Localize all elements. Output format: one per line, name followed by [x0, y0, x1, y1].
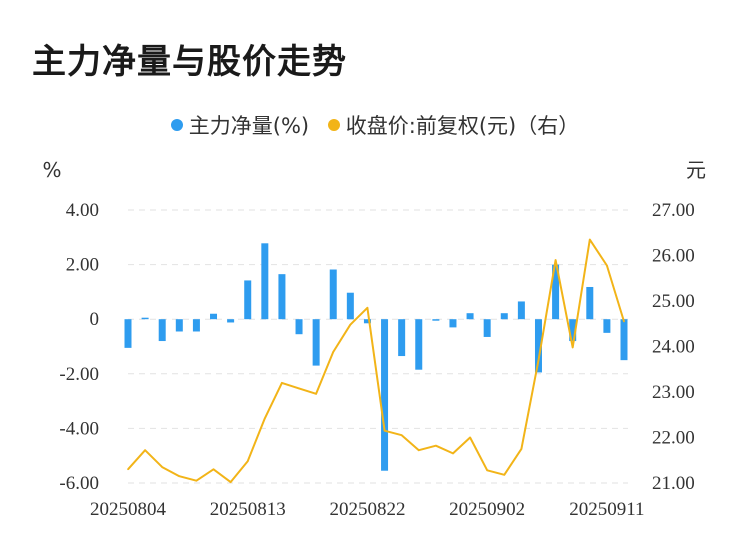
price-point	[383, 429, 386, 432]
price-point	[144, 449, 146, 452]
legend-dot-close-price	[327, 119, 340, 131]
legend-label-net-volume: 主力净量(%)	[188, 114, 310, 138]
bar[interactable]	[312, 319, 320, 366]
grid-lines	[128, 209, 628, 484]
price-point	[349, 323, 352, 326]
price-point	[469, 436, 471, 439]
right-axis-unit: 元	[686, 158, 706, 182]
price-point	[298, 387, 300, 390]
bar[interactable]	[483, 319, 491, 337]
bar[interactable]	[500, 313, 508, 320]
price-point	[195, 479, 198, 482]
right-tick-label: 22.00	[652, 428, 695, 449]
bar[interactable]	[346, 292, 354, 320]
price-point	[264, 417, 266, 420]
x-tick-label: 20250804	[90, 499, 167, 520]
bar[interactable]	[227, 319, 235, 323]
legend-item-close-price[interactable]: 收盘价:前复权(元)（右）	[327, 110, 580, 140]
price-point	[486, 469, 488, 472]
bar[interactable]	[603, 319, 611, 333]
bar[interactable]	[329, 269, 337, 320]
price-point	[229, 481, 232, 483]
left-tick-label: -6.00	[59, 473, 99, 494]
bar[interactable]	[534, 319, 542, 373]
chart-title: 主力净量与股价走势	[32, 42, 347, 82]
x-tick-label: 20250813	[210, 499, 286, 520]
line-series	[127, 238, 625, 484]
bar[interactable]	[124, 319, 132, 348]
bar[interactable]	[158, 319, 166, 342]
legend-dot-net-volume	[170, 119, 183, 131]
price-point	[520, 448, 523, 450]
right-tick-label: 24.00	[652, 337, 695, 358]
price-point	[281, 382, 283, 384]
price-point	[503, 474, 506, 476]
legend-label-close-price: 收盘价:前复权(元)（右）	[345, 114, 580, 138]
right-tick-label: 26.00	[652, 246, 695, 267]
x-axis-ticks: 20250804 20250813 20250822 20250902 20250911	[90, 499, 645, 520]
price-point	[588, 238, 591, 241]
bar[interactable]	[244, 280, 252, 320]
price-point	[435, 444, 437, 447]
bar[interactable]	[620, 319, 628, 361]
price-point	[246, 460, 249, 462]
bar[interactable]	[552, 264, 560, 320]
x-tick-label: 20250911	[569, 499, 644, 520]
price-point	[127, 468, 129, 471]
bar[interactable]	[398, 319, 406, 357]
bar[interactable]	[415, 319, 423, 370]
price-point	[178, 475, 181, 477]
left-tick-label: 0	[90, 309, 100, 330]
bar[interactable]	[278, 274, 286, 320]
left-tick-label: -2.00	[59, 364, 99, 385]
legend-item-net-volume[interactable]: 主力净量(%)	[170, 110, 310, 140]
price-point	[554, 259, 557, 261]
right-tick-label: 21.00	[652, 473, 695, 494]
price-point	[366, 307, 369, 309]
left-tick-label: 4.00	[66, 200, 99, 221]
price-point	[212, 468, 215, 471]
right-tick-label: 27.00	[652, 200, 695, 221]
bar[interactable]	[432, 319, 440, 321]
right-tick-label: 23.00	[652, 382, 695, 403]
price-line[interactable]	[127, 238, 625, 484]
price-point	[537, 359, 540, 361]
right-axis-ticks: 27.00 26.00 25.00 24.00 23.00 22.00 21.00	[652, 200, 695, 494]
bar[interactable]	[466, 313, 474, 320]
bar[interactable]	[210, 313, 218, 320]
bar[interactable]	[449, 319, 457, 328]
left-axis-unit: %	[42, 158, 61, 182]
price-point	[623, 320, 625, 323]
bar[interactable]	[295, 319, 303, 335]
price-point	[332, 351, 335, 353]
bar[interactable]	[175, 319, 183, 332]
left-axis-ticks: 4.00 2.00 0 -2.00 -4.00 -6.00	[59, 200, 99, 494]
price-point	[161, 466, 164, 468]
bar[interactable]	[261, 243, 269, 320]
bar[interactable]	[141, 317, 149, 320]
bar[interactable]	[517, 301, 525, 320]
x-tick-label: 20250902	[449, 499, 525, 520]
price-point	[417, 449, 420, 452]
price-point	[571, 346, 574, 349]
legend: 主力净量(%) 收盘价:前复权(元)（右）	[0, 110, 750, 140]
bar[interactable]	[363, 319, 371, 324]
right-tick-label: 25.00	[652, 291, 695, 312]
left-tick-label: 2.00	[66, 255, 99, 276]
price-point	[606, 264, 608, 267]
bar[interactable]	[586, 286, 594, 320]
bar[interactable]	[569, 319, 577, 342]
price-point	[315, 393, 317, 395]
bar[interactable]	[192, 319, 200, 332]
left-tick-label: -4.00	[59, 418, 99, 439]
price-point	[400, 434, 403, 437]
x-tick-label: 20250822	[329, 499, 405, 520]
bar-series	[124, 243, 628, 471]
bar[interactable]	[381, 319, 389, 471]
price-point	[452, 452, 454, 455]
